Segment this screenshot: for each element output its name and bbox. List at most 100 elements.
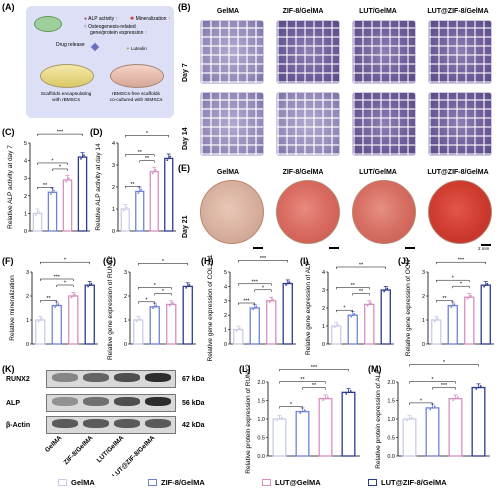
data-point [479,385,482,387]
data-point [452,399,455,402]
significance-label: *** [441,383,448,389]
significance-label: * [262,285,265,291]
data-point [299,412,302,414]
significance-bracket [238,260,288,263]
y-tick-label: 2.0 [257,380,265,386]
col-header-lut-e: LUT/GelMA [359,169,397,176]
blot-band [114,419,140,428]
col-header-lutzif-e: LUT@ZIF-8/GelMA [427,169,489,176]
significance-bracket [336,287,370,290]
significance-bracket [436,279,470,283]
significance-bracket [336,309,353,313]
significance-bracket [125,186,140,189]
data-point [303,409,306,412]
bar [364,303,375,345]
data-point [171,302,174,304]
y-tick-label: 3 [26,270,29,276]
significance-label: ** [442,296,447,302]
data-point [349,389,352,392]
data-point [185,286,188,289]
blot-kda-runx2: 67 kDa [182,376,205,383]
data-point [235,330,238,332]
data-point [37,320,40,323]
legend-label: GelMA [71,478,95,487]
y-axis-label: Relative gene expression of ALP [305,261,312,355]
data-point [81,156,84,158]
data-point [70,296,73,299]
y-axis-label: Relative gene expression of RUNX2 [107,256,114,360]
blot-band [145,397,171,406]
col-header-gelma-e: GelMA [216,169,240,176]
significance-bracket [409,381,456,384]
data-point [125,206,128,209]
data-point [253,307,256,309]
blot-band [52,397,78,406]
y-tick-label: 2 [112,185,115,191]
y-tick-label: 3 [124,270,127,276]
significance-label: * [145,297,148,303]
left-dish-caption: Scaffolds encapsulating with rBMSCs [40,92,92,103]
data-point [83,154,85,157]
data-point [486,282,489,285]
bar [447,304,458,345]
significance-label: * [420,398,423,404]
significance-bracket [436,300,453,303]
y-tick-label: 3 [224,299,227,305]
y-tick-label: 0 [112,229,115,235]
y-axis-label: Relative gene expression of COL1A1 [207,254,214,361]
data-point [237,328,240,331]
panel-e-label: (E) [178,163,190,173]
significance-label: * [290,402,293,408]
data-point [73,293,76,296]
significance-label: * [452,276,455,282]
y-tick-label: 0 [124,342,127,348]
y-tick-label: 0 [24,229,27,235]
y-tick-label: 3 [322,288,325,294]
significance-bracket [336,266,386,269]
data-point [288,281,291,283]
blot-band [114,373,140,382]
scale-bar-label: 2 mm [478,246,490,251]
data-point [431,407,434,409]
significance-bracket [37,133,83,137]
significance-label: ** [130,182,135,188]
significance-bracket [40,261,90,265]
data-point [166,159,169,162]
data-point [153,170,156,173]
significance-bracket [52,168,68,171]
chart-g: 0 1 2 3 Relative gene expression of RUNX2 * * *… [107,256,196,360]
scaffold-photo [276,92,340,156]
y-tick-label: 4 [24,159,27,165]
significance-label: ** [351,283,356,289]
blot-band [114,397,140,406]
data-point [333,326,336,329]
y-tick-label: 0 [26,342,29,348]
chart-l: 0.0 0.5 1.0 1.5 2.0 Relative protein expressi… [245,364,360,474]
bar [425,407,440,457]
chart-m: 0.0 0.5 1.0 1.5 2.0 Relative protein expressi… [375,360,490,469]
blot-band [52,373,78,382]
data-point [324,397,327,400]
legend-item-lutzif: LUT@ZIF-8/GelMA [368,478,447,487]
y-tick-label: 3 [422,270,425,276]
data-point [322,399,325,402]
significance-label: * [343,306,346,312]
data-point [65,180,67,183]
mineralization-label: ✱ Mineralization ↑ [130,16,171,22]
y-tick-label: 2.0 [387,380,395,386]
significance-label: ** [300,377,305,383]
bar [120,208,130,232]
blot-strip [46,394,176,412]
significance-label: ** [312,383,317,389]
data-point [87,285,90,288]
data-point [90,282,93,285]
data-point [286,282,289,285]
right-dish-caption: rBMSCs-free scaffolds co-cultured with rB… [109,92,163,103]
data-point [410,416,413,419]
y-axis-label: Relative ALP activity at day 14 [95,143,102,231]
col-header-lut-b: LUT/GelMA [359,8,397,15]
y-tick-label: 1.0 [257,417,265,423]
y-tick-label: 2 [322,306,325,312]
